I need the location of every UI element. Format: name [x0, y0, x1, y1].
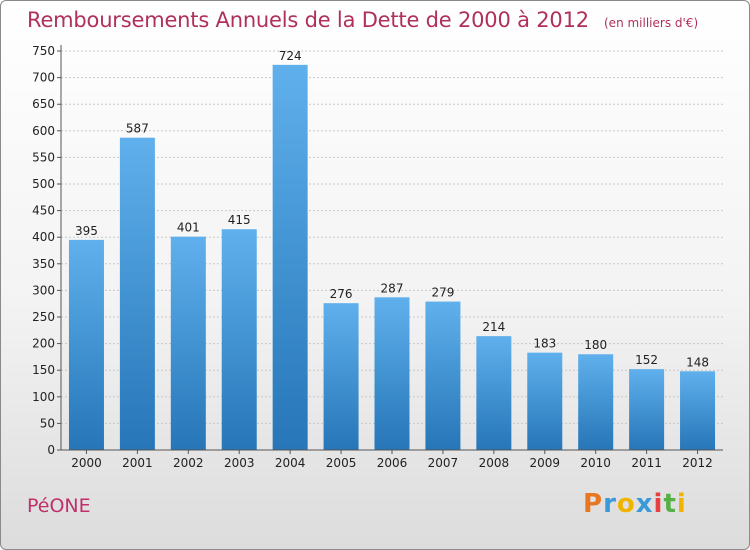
bar-2007: [425, 301, 461, 450]
bar-2009: [527, 352, 563, 450]
y-tick-label: 500: [32, 177, 55, 191]
bar-2005: [323, 303, 359, 450]
y-tick-label: 450: [32, 204, 55, 218]
x-tick-label-2004: 2004: [275, 456, 306, 470]
x-tick-label-2006: 2006: [377, 456, 408, 470]
commune-name: PéONE: [27, 495, 91, 517]
data-label-2001: 587: [126, 122, 149, 136]
data-label-2007: 279: [431, 286, 454, 300]
x-tick-label-2003: 2003: [224, 456, 255, 470]
logo-letter: x: [635, 489, 654, 519]
y-tick-label: 650: [32, 97, 55, 111]
data-label-2002: 401: [177, 221, 200, 235]
x-tick-label-2009: 2009: [529, 456, 560, 470]
data-label-2010: 180: [584, 338, 607, 352]
logo-letter: r: [603, 489, 617, 519]
bar-2001: [119, 137, 155, 450]
data-label-2004: 724: [279, 49, 302, 63]
y-tick-label: 200: [32, 337, 55, 351]
bar-2008: [476, 336, 512, 450]
bar-2002: [170, 236, 206, 450]
y-tick-label: 50: [40, 416, 55, 430]
y-tick-label: 150: [32, 363, 55, 377]
data-label-2005: 276: [330, 287, 353, 301]
logo-letter: i: [676, 489, 687, 519]
x-tick-label-2001: 2001: [122, 456, 153, 470]
bar-2006: [374, 297, 410, 450]
data-label-2003: 415: [228, 213, 251, 227]
x-tick-label-2000: 2000: [71, 456, 102, 470]
chart-subtitle: (en milliers d'€): [604, 16, 699, 30]
y-tick-label: 600: [32, 124, 55, 138]
bar-2010: [578, 354, 614, 450]
x-tick-label-2008: 2008: [479, 456, 510, 470]
data-label-2012: 148: [686, 355, 709, 369]
bar-2000: [68, 239, 104, 450]
bar-layer: 395 587 401 415 724 276 287 279 214 183 180 152 148: [68, 49, 716, 450]
y-tick-label: 550: [32, 150, 55, 164]
proxiti-logo: Proxiti: [583, 489, 687, 519]
logo-letter: P: [583, 489, 604, 519]
title-row: Remboursements Annuels de la Dette de 20…: [27, 8, 698, 32]
y-tick-label: 350: [32, 257, 55, 271]
data-label-2011: 152: [635, 353, 658, 367]
y-tick-label: 750: [32, 44, 55, 58]
logo-letter: t: [663, 489, 677, 519]
y-tick-label: 300: [32, 283, 55, 297]
data-label-2008: 214: [482, 320, 505, 334]
data-label-2000: 395: [75, 224, 98, 238]
axis-layer: 0 50 100 150 200 250 300 350 400 450 500 550 600 650 7…: [32, 44, 723, 470]
chart-title: Remboursements Annuels de la Dette de 20…: [27, 8, 589, 32]
y-tick-label: 400: [32, 230, 55, 244]
x-tick-label-2010: 2010: [580, 456, 611, 470]
bar-2012: [680, 371, 716, 450]
x-tick-label-2011: 2011: [631, 456, 662, 470]
y-tick-label: 700: [32, 71, 55, 85]
y-tick-label: 0: [47, 443, 55, 457]
y-tick-label: 250: [32, 310, 55, 324]
bar-2011: [629, 369, 665, 450]
logo-letter: o: [616, 489, 636, 519]
x-tick-label-2007: 2007: [428, 456, 459, 470]
x-tick-label-2002: 2002: [173, 456, 204, 470]
bar-2003: [221, 229, 257, 450]
logo-letter: i: [653, 489, 664, 519]
x-tick-label-2012: 2012: [682, 456, 713, 470]
data-label-2006: 287: [381, 281, 404, 295]
x-tick-label-2005: 2005: [326, 456, 357, 470]
data-label-2009: 183: [533, 337, 556, 351]
bar-2004: [272, 64, 308, 450]
y-tick-label: 100: [32, 390, 55, 404]
